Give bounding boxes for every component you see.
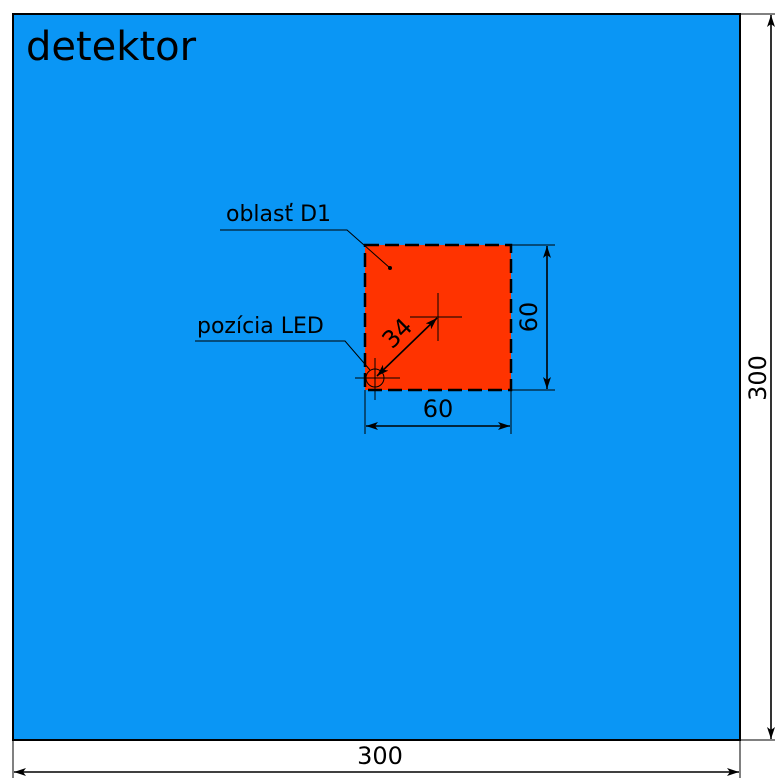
title: detektor [26,24,197,70]
dimension-label: 60 [515,302,543,333]
leader-dot [388,266,392,270]
marker-label: pozícia LED [197,314,324,339]
dimension-label: 300 [744,355,772,401]
leader-line [220,229,391,269]
region-label: oblasť D1 [226,202,331,227]
dimension-label: 60 [423,395,454,423]
dimension-label: 300 [357,742,403,770]
dimension-line [376,317,438,377]
leader-line [195,340,371,371]
